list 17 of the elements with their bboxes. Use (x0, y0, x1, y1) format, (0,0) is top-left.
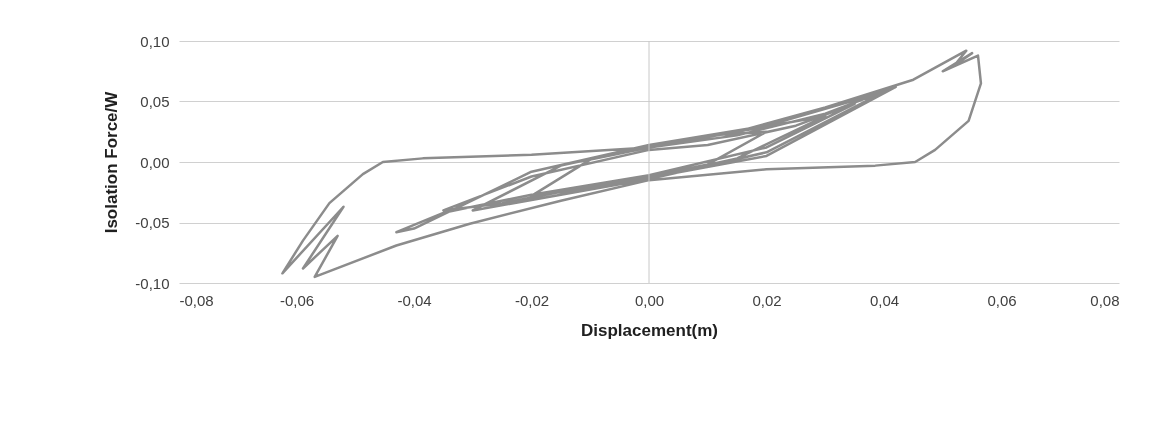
x-tick-label: 0,04 (869, 291, 900, 309)
x-axis-title: Displacement(m) (581, 320, 718, 340)
x-tick-label: -0,02 (514, 291, 550, 309)
x-tick-label: 0,08 (1090, 291, 1120, 309)
x-tick-label: 0,02 (752, 291, 782, 309)
x-tick-label: -0,04 (397, 291, 432, 309)
y-tick-label: -0,10 (135, 274, 170, 292)
x-tick-label: 0,06 (987, 291, 1017, 309)
y-tick-label: 0,00 (140, 153, 170, 171)
x-tick-label: 0,00 (634, 291, 665, 309)
y-tick-label: 0,10 (140, 32, 170, 50)
y-tick-label: -0,05 (135, 214, 170, 231)
x-tick-label: -0,08 (179, 291, 214, 309)
y-axis-title: Isolation Force/W (102, 90, 122, 234)
y-tick-label: 0,05 (140, 93, 170, 110)
line-series (281, 49, 983, 279)
x-tick-label: -0,06 (279, 291, 315, 309)
